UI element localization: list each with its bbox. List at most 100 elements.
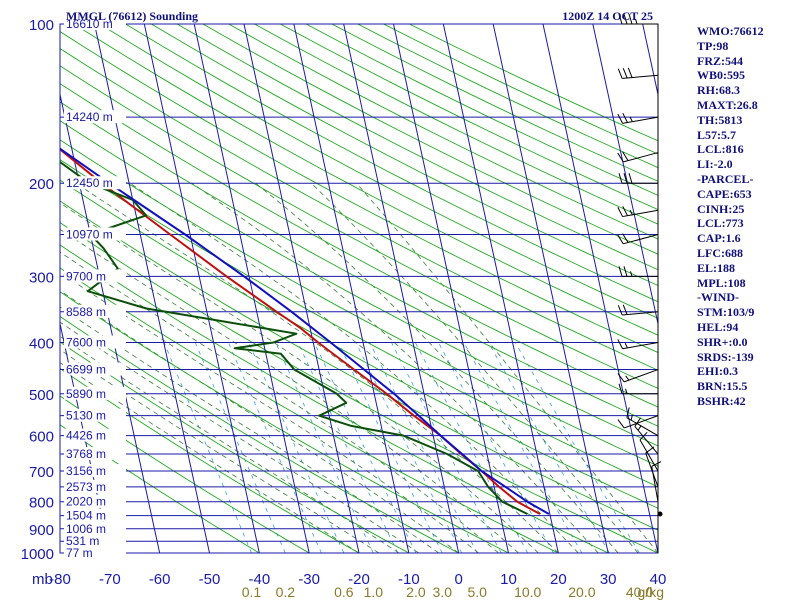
height-label-bg [64,304,126,318]
index-line: TH:5813 [697,112,743,127]
isotherm-line [343,24,460,553]
temperature-tick-label: 30 [600,571,617,588]
wind-barb-feather [617,113,623,124]
index-line: BRN:15.5 [697,379,748,394]
temperature-tick-label: 40 [650,571,667,588]
wind-barb [617,67,659,79]
wind-barb-staff [622,341,659,350]
dewpoint-profile-line [60,160,528,515]
wind-barb-half-feather [629,209,633,216]
height-label-bg [64,110,126,124]
height-label-bg [64,386,126,400]
wind-barb-feather [627,67,633,78]
moist-adiabat-line [60,289,459,553]
wind-barbs [617,13,663,553]
index-line: SHR+:0.0 [697,334,748,349]
wind-barb-feather [622,112,628,123]
wind-barb-staff [645,452,659,488]
mixing-ratio-label: 2.0 [406,584,426,600]
wind-barb-feather [623,266,628,277]
wind-barb-staff [624,415,659,429]
temperature-tick-labels: mb-80 -70 -60 -50 -40 -30 -20 -10 0 10 20 30 40 [32,571,666,588]
height-label-bg [64,17,126,30]
isotherm-line [243,24,360,553]
pressure-label: 500 [29,387,54,404]
height-label: 5130 m [66,409,106,423]
index-line: TP:98 [697,38,729,53]
isotherm-line [442,24,559,553]
height-label: 531 m [66,534,99,548]
temperature-tick-label: 10 [500,571,517,588]
index-line: EHI:0.3 [697,364,739,379]
height-label-bg [64,428,126,442]
temperature-tick-label: -70 [99,571,121,588]
height-label: 2573 m [66,480,106,494]
temperature-tick-label: -20 [348,571,370,588]
height-label: 7600 m [66,335,106,349]
pressure-label: 400 [29,335,54,352]
wind-barb-half-feather [630,414,633,421]
pressure-label: 800 [29,495,54,512]
moist-adiabat-line [60,306,439,553]
temperature-tick-label: -30 [298,571,320,588]
mixing-ratio-labels: 0.1 0.2 0.6 1.0 2.0 3.0 5.0 10.0 20.0 40.0g/kg [242,584,664,600]
isotherm-line [193,24,310,553]
pressure-unit-label: mb [32,571,53,588]
mixing-ratio-label: 20.0 [568,584,595,600]
height-label-bg [64,269,126,283]
wind-barb [617,304,659,316]
wind-barb-feather [617,234,624,245]
moist-adiabat-line [60,202,539,553]
wind-barb [618,266,658,277]
wind-barb-half-feather [635,18,638,25]
wind-barb-half-feather [624,342,628,349]
index-line: LI:-2.0 [697,157,733,172]
moist-adiabat-line [60,251,499,553]
isotherm-line [143,24,260,553]
mixing-ratio-label: 0.6 [334,584,354,600]
wind-barb-feather [617,339,623,349]
index-line: RH:68.3 [697,83,740,98]
wind-barb-feather [622,68,628,79]
wind-barb-feather [622,304,628,315]
index-line: BSHR:42 [697,393,746,408]
isotherm-line [60,92,161,553]
wind-barb [645,446,659,488]
wind-barb-feather [622,206,628,216]
index-line: SRDS:-139 [697,349,754,364]
mixing-ratio-label: 0.2 [276,584,296,600]
isotherm-line [542,24,658,553]
index-line: MAXT:26.8 [697,97,758,112]
index-line: CINH:25 [697,201,745,216]
pressure-label: 300 [29,269,54,286]
mixing-ratio-label: 10.0 [514,584,541,600]
temperature-tick-label: -60 [149,571,171,588]
height-label: 3156 m [66,464,106,478]
index-line: LCL:773 [697,216,744,231]
index-line: CAP:1.6 [697,231,741,246]
index-line: WB0:595 [697,68,745,83]
wind-barb-staff [639,439,659,472]
height-label: 77 m [66,546,93,560]
height-label-bg [64,464,126,478]
temperature-tick-label: -50 [199,571,221,588]
isotherm-line [393,24,509,553]
wind-barb-feather [634,417,642,427]
wind-barb-feather [617,152,624,163]
mixing-ratio-unit: g/kg [638,584,664,600]
wind-barb-feather [617,68,623,79]
wind-barb [617,233,659,245]
height-label-bg [64,447,126,461]
wind-barb-staff [626,417,659,437]
mixing-ratio-label: 3.0 [433,584,453,600]
wind-barb-feather [622,233,629,243]
height-label: 2020 m [66,495,106,509]
pressure-label: 700 [29,464,54,481]
wind-barb [617,151,659,163]
wind-barb-feather [639,431,648,441]
height-label: 12450 m [66,176,113,190]
pressure-label: 900 [29,522,54,539]
wind-barb [617,339,659,350]
mixing-ratio-label: 1.0 [364,584,384,600]
